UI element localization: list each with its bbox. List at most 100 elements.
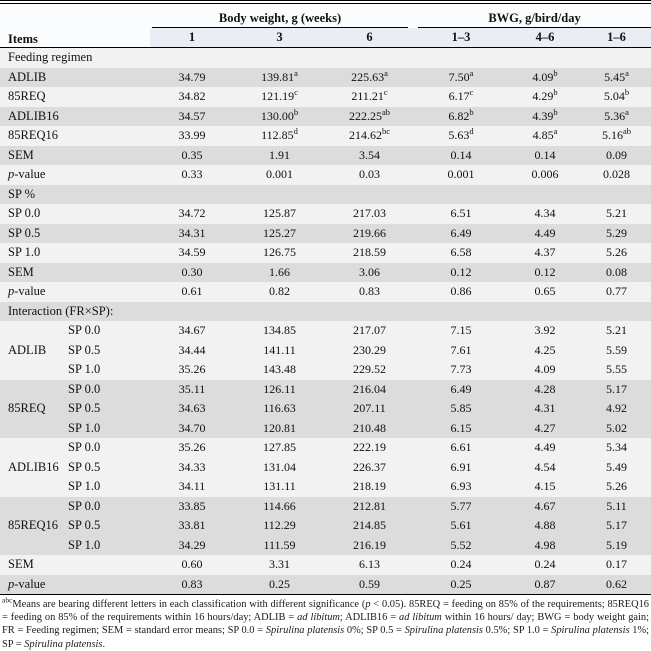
cell-value: 35.11 [178,381,206,396]
table-body: Feeding regimen ADLIB 34.79 139.81a 225.63a 7… [0,47,651,595]
cell-value: 0.09 [606,147,627,162]
row-label: SP 0.0 [0,380,150,400]
cell-value: 139.81a [261,67,298,84]
cell-value: 214.85 [353,518,386,533]
significance-letter: b [553,106,558,117]
cell-value: 3.31 [269,557,290,572]
section-label: Interaction (FR×SP): [8,303,114,318]
col-group-bwg-label: BWG, g/bird/day [418,11,651,28]
cell-value: 6.82b [448,106,474,123]
cell-value: 5.16ab [601,126,632,143]
row-label: ADLIB SP 0.5 [0,341,150,361]
table-row: 85REQ16 SP 0.5 33.81 112.29 214.85 5.61 4.88 5.… [0,516,651,536]
cell-value: 0.35 [181,147,203,162]
significance-letter: b [469,106,474,117]
cell-value: 6.61 [450,440,472,455]
cell-value: 0.30 [181,264,203,279]
cell-value: 0.59 [359,576,380,591]
significance-letter: d [469,126,474,137]
cell-value: 0.62 [606,576,627,591]
row-label: ADLIB16 [8,108,59,123]
significance-letter: b [624,87,630,98]
table-row: SEM 0.35 1.91 3.54 0.14 0.14 0.09 [0,145,651,165]
cell-value: 0.24 [450,557,472,572]
table-row: ADLIB 34.79 139.81a 225.63a 7.50a 4.09b 5.45a [0,67,651,87]
col-header-bwg-1-6: 1–6 [582,28,651,48]
significance-letter: b [293,106,299,117]
row-label: 85REQ16 SP 0.5 [0,516,150,536]
cell-value: 222.25ab [348,106,391,123]
sp-level-label: SP 0.5 [68,459,101,474]
cell-value: 4.28 [534,381,556,396]
cell-value: 5.17 [606,381,627,396]
cell-value: 210.48 [353,420,386,435]
table-row: SEM 0.60 3.31 6.13 0.24 0.24 0.17 [0,555,651,575]
cell-value: 35.26 [178,440,206,455]
cell-value: 4.31 [534,401,556,416]
cell-value: 120.81 [263,420,296,435]
cell-value: 130.00b [260,106,299,123]
cell-value: 34.67 [178,323,206,338]
cell-value: 6.93 [450,479,472,494]
cell-value: 4.88 [534,518,556,533]
cell-value: 0.08 [606,264,627,279]
cell-value: 0.25 [450,576,472,591]
cell-value: 5.85 [450,401,472,416]
header-row-sub: 1 3 6 1–3 4–6 1–6 [0,28,651,48]
col-group-body-weight: Body weight, g (weeks) [150,3,414,28]
row-label: ADLIB16 SP 0.5 [0,458,150,478]
row-label: SP 1.0 [0,477,150,497]
feeding-regimen-label: 85REQ [8,401,46,416]
cell-value: 0.006 [531,167,559,182]
row-label: SP 0.0 [8,206,41,221]
cell-value: 34.31 [178,225,206,240]
cell-value: 35.26 [178,362,206,377]
significance-letter: a [384,67,388,78]
cell-value: 0.12 [450,264,472,279]
cell-value: 4.29b [532,87,558,104]
cell-value: 4.09 [534,362,556,377]
cell-value: 218.59 [353,245,386,260]
row-label: SEM [8,557,34,572]
cell-value: 34.57 [178,108,206,123]
cell-value: 5.36a [604,106,629,123]
cell-value: 230.29 [353,342,386,357]
row-label: SP 0.0 [0,438,150,458]
cell-value: 3.54 [359,147,380,162]
cell-value: 33.85 [178,498,206,513]
cell-value: 229.52 [353,362,386,377]
significance-letter: ab [381,106,391,117]
cell-value: 5.34 [606,440,627,455]
cell-value: 5.21 [606,206,627,221]
table-row: SP 0.0 34.67 134.85 217.07 7.15 3.92 5.21 [0,321,651,341]
cell-value: 7.15 [450,323,472,338]
cell-value: 3.92 [534,323,556,338]
cell-value: 0.87 [534,576,556,591]
cell-value: 34.82 [178,89,206,104]
cell-value: 225.63a [351,67,388,84]
cell-value: 34.79 [178,69,206,84]
table-row: 85REQ 34.82 121.19c 211.21c 6.17c 4.29b 5.04b [0,87,651,107]
section-row: Interaction (FR×SP): [0,301,651,321]
cell-value: 216.19 [353,537,386,552]
significance-letter: c [469,87,474,98]
row-label: SEM [8,147,34,162]
cell-value: 5.77 [450,498,472,513]
cell-value: 4.25 [534,342,556,357]
cell-value: 5.29 [606,225,627,240]
results-table: Items Body weight, g (weeks) BWG, g/bird… [0,3,651,595]
cell-value: 4.92 [606,401,627,416]
cell-value: 0.60 [181,557,203,572]
cell-value: 111.59 [263,537,296,552]
cell-value: 0.65 [534,284,556,299]
cell-value: 217.03 [353,206,386,221]
cell-value: 4.67 [534,498,556,513]
cell-value: 3.06 [359,264,380,279]
cell-value: 0.001 [266,167,293,182]
significance-letter: d [293,126,298,137]
significance-letter: a [469,67,474,78]
cell-value: 34.11 [178,479,206,494]
cell-value: 212.81 [353,498,386,513]
section-label: SP % [8,186,35,201]
row-label: SP 0.0 [0,497,150,517]
